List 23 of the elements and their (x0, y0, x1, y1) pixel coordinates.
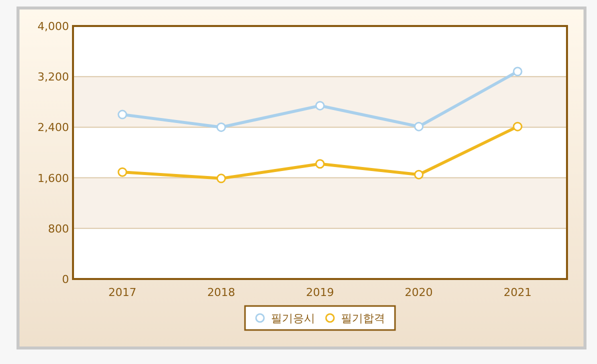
x-tick-label: 2018 (207, 286, 236, 299)
point (216, 174, 226, 184)
point (512, 66, 522, 76)
point (414, 170, 424, 180)
x-tick-label: 2017 (108, 286, 136, 299)
y-tick-label: 0 (62, 273, 69, 286)
x-tick-label: 2020 (404, 286, 433, 299)
x-tick-label: 2019 (306, 286, 334, 299)
point (216, 122, 226, 132)
point (118, 110, 128, 120)
point (315, 100, 325, 110)
legend-label: 필기합격 (341, 312, 385, 325)
y-tick-label: 3,200 (38, 70, 69, 84)
point (512, 122, 522, 132)
y-tick-label: 1,600 (38, 172, 69, 185)
point (414, 122, 424, 132)
y-tick-label: 800 (48, 222, 69, 236)
x-tick-label: 2021 (504, 286, 532, 299)
y-tick-label: 2,400 (38, 121, 69, 134)
point (315, 159, 325, 169)
point (118, 167, 128, 177)
legend-label: 필기응시 (271, 312, 315, 325)
y-tick-label: 4,000 (38, 20, 69, 33)
